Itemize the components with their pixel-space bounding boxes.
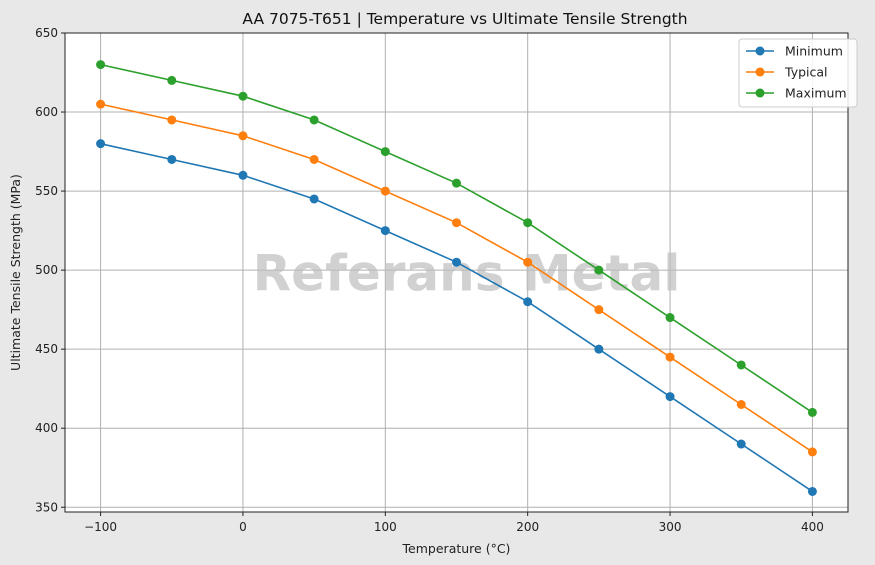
x-tick-label: 300 <box>659 520 682 534</box>
x-tick-label: 400 <box>801 520 824 534</box>
series-maximum <box>96 60 817 417</box>
legend-label: Typical <box>784 65 828 80</box>
data-point <box>167 115 177 125</box>
legend-swatch-marker <box>755 88 765 98</box>
watermark: Referans Metal <box>253 245 681 303</box>
legend: Minimum Typical Maximum <box>738 38 858 108</box>
plot-frame <box>64 32 849 513</box>
data-point <box>736 400 746 410</box>
x-tick-label: 0 <box>239 520 247 534</box>
data-point <box>807 447 817 457</box>
data-point <box>238 170 248 180</box>
data-point <box>167 154 177 164</box>
data-point <box>309 115 319 125</box>
legend-label: Maximum <box>785 86 847 101</box>
legend-swatch-marker <box>755 46 765 56</box>
data-point <box>523 297 533 307</box>
data-point <box>594 305 604 315</box>
data-point <box>736 360 746 370</box>
plot-area <box>65 33 848 512</box>
data-point <box>807 486 817 496</box>
data-point <box>380 147 390 157</box>
legend-box <box>738 38 858 108</box>
data-point <box>238 91 248 101</box>
data-point <box>380 186 390 196</box>
data-point <box>452 257 461 267</box>
y-tick-label: 600 <box>35 105 58 119</box>
data-point <box>380 226 390 236</box>
legend-item-maximum: Maximum <box>746 86 847 101</box>
legend-item-typical: Typical <box>746 65 828 80</box>
data-point <box>238 131 248 141</box>
x-tick-label: −100 <box>84 520 117 534</box>
legend-swatch-marker <box>755 67 765 77</box>
x-axis-label: Temperature (°C) <box>402 541 511 556</box>
x-tick-label: 200 <box>516 520 539 534</box>
data-point <box>736 439 746 449</box>
data-point <box>167 75 177 85</box>
data-point <box>807 407 817 417</box>
y-axis-label: Ultimate Tensile Strength (MPa) <box>8 174 23 371</box>
data-point <box>665 392 675 402</box>
data-point <box>452 218 461 228</box>
data-point <box>309 194 319 204</box>
y-tick-label: 450 <box>35 342 58 356</box>
series-typical <box>96 99 817 457</box>
data-point <box>452 178 461 188</box>
axis-ticks: −100 0 100 200 300 400 350 400 450 500 550 600 650 <box>35 26 824 534</box>
chart-title: AA 7075-T651 | Temperature vs Ultimate T… <box>242 10 687 28</box>
y-tick-label: 500 <box>35 263 58 277</box>
data-point <box>665 352 675 362</box>
legend-item-minimum: Minimum <box>746 44 843 59</box>
legend-label: Minimum <box>785 44 843 59</box>
data-point <box>96 139 106 149</box>
data-point <box>665 313 675 323</box>
y-tick-label: 550 <box>35 184 58 198</box>
y-tick-label: 650 <box>35 26 58 40</box>
data-point <box>96 99 106 109</box>
series-minimum <box>96 139 817 496</box>
data-point <box>523 218 533 228</box>
data-point <box>594 265 604 275</box>
y-tick-label: 400 <box>35 421 58 435</box>
x-tick-label: 100 <box>374 520 397 534</box>
data-point <box>309 154 319 164</box>
series-layer <box>96 60 817 496</box>
y-tick-label: 350 <box>35 500 58 514</box>
data-point <box>96 60 106 70</box>
data-point <box>594 344 604 354</box>
data-point <box>523 257 533 267</box>
